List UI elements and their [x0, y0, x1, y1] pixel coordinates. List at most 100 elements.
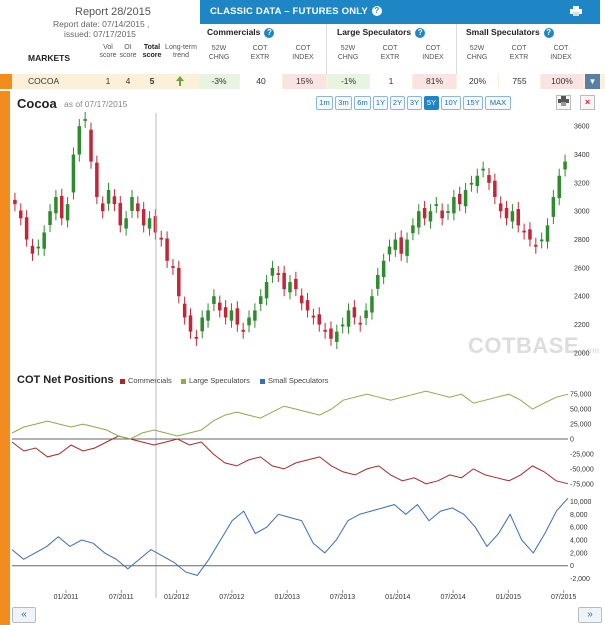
candle-body — [235, 308, 240, 325]
candle-body — [475, 175, 480, 187]
range-button-3y[interactable]: 3Y — [407, 96, 422, 110]
candle-body — [124, 218, 128, 229]
x-tick-label: 07/2011 — [109, 594, 134, 601]
print-icon[interactable] — [570, 6, 582, 16]
y-tick-label: 2600 — [574, 265, 590, 272]
candle-body — [323, 329, 327, 332]
y-tick-label: -25,000 — [570, 451, 594, 458]
y-tick-label: 75,000 — [570, 392, 592, 399]
vol-score: 1 — [105, 76, 111, 86]
nav-next-button[interactable]: » — [578, 607, 602, 623]
help-icon[interactable]: ? — [264, 27, 275, 38]
y-tick-label: 4,000 — [570, 538, 588, 545]
small-chng: 20% — [457, 74, 498, 89]
candle-body — [481, 168, 485, 171]
candle-body — [487, 175, 491, 183]
range-button-1m[interactable]: 1m — [316, 96, 333, 110]
chart-title: Cocoa — [17, 96, 57, 111]
candle-body — [100, 203, 105, 212]
candle-body — [340, 324, 345, 327]
help-icon[interactable]: ? — [371, 6, 382, 17]
help-icon[interactable]: ? — [415, 27, 426, 38]
x-tick-label: 01/2013 — [275, 594, 300, 601]
candle-body — [200, 317, 204, 332]
range-button-5y[interactable]: 5Y — [424, 96, 439, 110]
candle-body — [422, 208, 427, 219]
y-tick-label: 2400 — [574, 294, 590, 301]
candle-body — [177, 267, 181, 297]
print-chart-button[interactable] — [556, 95, 571, 110]
range-button-1y[interactable]: 1Y — [373, 96, 388, 110]
y-tick-label: 6,000 — [570, 525, 588, 532]
candle-body — [440, 210, 444, 219]
candle-body — [147, 218, 152, 229]
range-button-3m[interactable]: 3m — [335, 96, 352, 110]
candle-body — [77, 126, 82, 155]
close-button[interactable]: × — [580, 95, 595, 110]
candle-body — [381, 260, 386, 278]
report-issued: issued: 07/17/2015 — [64, 29, 136, 39]
candle-body — [393, 239, 398, 250]
candle-body — [305, 300, 310, 311]
y-tick-label: 50,000 — [570, 407, 592, 414]
y-tick-label: 3000 — [574, 209, 590, 216]
y-tick-label: 3600 — [574, 124, 590, 131]
sub-header: 52W CHNG — [208, 45, 230, 61]
y-tick-label: -2,000 — [570, 576, 590, 583]
range-button-max[interactable]: MAX — [485, 96, 511, 110]
x-tick-label: 07/2014 — [440, 594, 465, 601]
candle-body — [294, 278, 298, 290]
oi-score: 4 — [125, 76, 131, 86]
candle-body — [270, 267, 275, 276]
candle-body — [376, 274, 380, 289]
candle-body — [218, 302, 222, 311]
collapse-button[interactable]: ▼ — [585, 74, 600, 89]
help-icon[interactable]: ? — [543, 27, 554, 38]
candle-body — [428, 211, 433, 222]
candle-body — [141, 209, 146, 226]
candle-body — [434, 204, 439, 206]
candle-body — [83, 119, 87, 121]
series-line-large-speculators — [11, 390, 569, 440]
series-line-small-speculators — [11, 497, 569, 576]
candle-body — [188, 315, 193, 332]
candle-body — [89, 129, 93, 162]
small-index: 100% — [541, 74, 583, 89]
y-tick-label: 8,000 — [570, 512, 588, 519]
comm-index: 15% — [283, 74, 326, 89]
candle-body — [182, 303, 187, 318]
x-tick-label: 07/2012 — [219, 594, 244, 601]
candle-body — [48, 211, 52, 226]
large-index: 81% — [413, 74, 456, 89]
divider — [326, 24, 327, 74]
nav-prev-button[interactable]: « — [12, 607, 36, 623]
oi-score-header: OI score — [119, 44, 137, 59]
y-tick-label: 10,000 — [570, 499, 592, 506]
range-button-15y[interactable]: 15Y — [463, 96, 483, 110]
candle-body — [405, 239, 409, 256]
candle-body — [551, 197, 556, 217]
range-button-10y[interactable]: 10Y — [441, 96, 461, 110]
sub-header: COT EXTR — [380, 45, 400, 61]
sub-header: COT EXTR — [250, 45, 270, 61]
divider — [456, 24, 457, 74]
comm-chng: -3% — [199, 74, 239, 89]
candle-body — [522, 230, 526, 233]
candle-body — [171, 266, 175, 268]
candle-body — [159, 237, 163, 240]
candle-body — [335, 331, 339, 342]
candle-body — [563, 161, 567, 170]
side-bar — [0, 91, 10, 625]
range-button-6m[interactable]: 6m — [354, 96, 371, 110]
x-tick-label: 07/2015 — [551, 594, 576, 601]
candle-body — [106, 189, 111, 204]
legend-commercials: Commercials — [120, 376, 172, 385]
candle-body — [264, 282, 269, 299]
candle-body — [276, 273, 281, 275]
range-button-2y[interactable]: 2Y — [390, 96, 405, 110]
cot-net-title: COT Net Positions — [17, 374, 114, 386]
market-name[interactable]: COCOA — [28, 76, 60, 86]
y-tick-label: 2,000 — [570, 550, 588, 557]
sub-header: 52W CHNG — [466, 45, 488, 61]
